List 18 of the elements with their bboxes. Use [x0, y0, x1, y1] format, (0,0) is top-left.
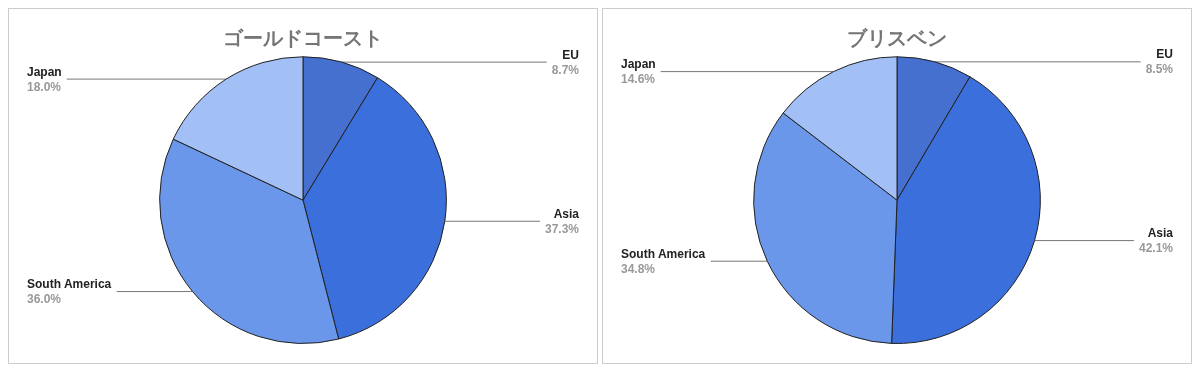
data-label: 14.6%: [621, 72, 656, 87]
slice-label: South America: [27, 277, 112, 292]
slice-label: Japan: [621, 57, 656, 72]
data-label: 18.0%: [27, 79, 62, 94]
slice-label: Asia: [1147, 226, 1174, 241]
chart-title: ブリスベン: [847, 27, 947, 49]
data-label: 37.3%: [544, 221, 580, 236]
slice-label: Japan: [27, 64, 62, 79]
slice-label: South America: [621, 246, 706, 261]
data-label: 36.0%: [27, 292, 62, 307]
data-label: 8.5%: [1145, 62, 1174, 77]
slice-label: EU: [1156, 47, 1173, 62]
slice-label: EU: [562, 47, 579, 62]
data-label: 34.8%: [621, 261, 656, 276]
slice-label: Asia: [553, 206, 580, 221]
chart-title: ゴールドコースト: [223, 27, 383, 49]
data-label: 42.1%: [1138, 241, 1174, 256]
data-label: 8.7%: [551, 62, 580, 77]
